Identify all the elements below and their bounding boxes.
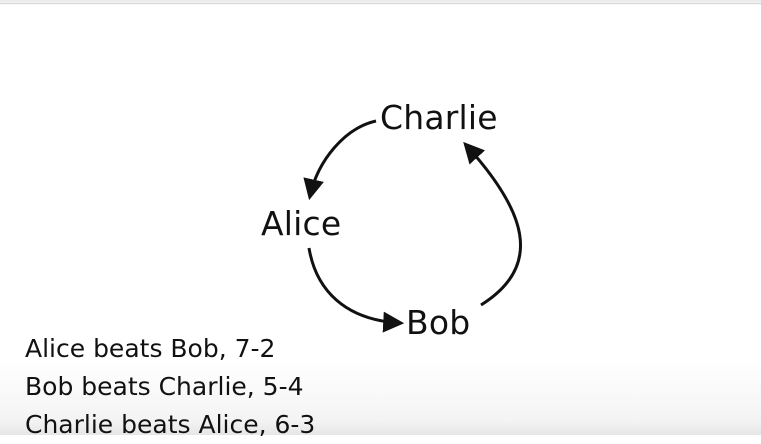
- results-list: Alice beats Bob, 7-2 Bob beats Charlie, …: [25, 330, 315, 444]
- result-line: Alice beats Bob, 7-2: [25, 334, 276, 363]
- result-line: Charlie beats Alice, 6-3: [25, 410, 316, 439]
- cycle-arrows: [303, 119, 522, 333]
- arrow-alice-to-bob: [307, 247, 405, 333]
- slide-background: [0, 0, 761, 435]
- arrow-charlie-to-alice: [303, 119, 377, 201]
- node-bob: Bob: [406, 303, 471, 342]
- node-alice: Alice: [261, 204, 342, 243]
- result-line: Bob beats Charlie, 5-4: [25, 372, 304, 401]
- top-border: [0, 3, 761, 4]
- arrow-bob-to-charlie: [463, 141, 522, 307]
- node-charlie: Charlie: [380, 98, 498, 137]
